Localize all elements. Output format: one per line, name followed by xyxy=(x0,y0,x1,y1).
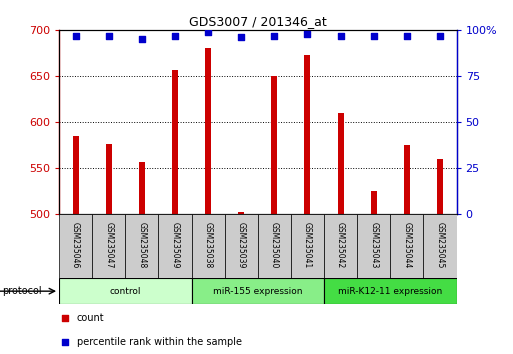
Point xyxy=(105,33,113,39)
Point xyxy=(71,33,80,39)
Point xyxy=(204,29,212,35)
Point xyxy=(436,33,444,39)
Bar xyxy=(423,214,457,278)
Bar xyxy=(271,76,278,214)
Bar xyxy=(291,214,324,278)
Text: GSM235047: GSM235047 xyxy=(104,222,113,268)
Text: GSM235041: GSM235041 xyxy=(303,222,312,268)
Text: GSM235039: GSM235039 xyxy=(236,222,246,268)
Text: GSM235043: GSM235043 xyxy=(369,222,378,268)
Bar xyxy=(72,136,78,214)
Bar xyxy=(324,214,357,278)
Bar xyxy=(357,214,390,278)
Text: miR-155 expression: miR-155 expression xyxy=(213,287,303,296)
Bar xyxy=(59,278,191,304)
Bar xyxy=(205,48,211,214)
Bar xyxy=(305,55,310,214)
Bar xyxy=(172,70,178,214)
Bar xyxy=(338,113,344,214)
Text: percentile rank within the sample: percentile rank within the sample xyxy=(77,337,242,347)
Bar xyxy=(258,214,291,278)
Bar xyxy=(191,278,324,304)
Point xyxy=(303,31,311,36)
Bar xyxy=(92,214,125,278)
Point xyxy=(137,36,146,42)
Point xyxy=(171,33,179,39)
Point xyxy=(370,33,378,39)
Text: protocol: protocol xyxy=(3,286,42,296)
Point xyxy=(237,35,245,40)
Bar xyxy=(125,214,159,278)
Bar xyxy=(191,214,225,278)
Point xyxy=(270,33,279,39)
Bar xyxy=(159,214,191,278)
Bar xyxy=(225,214,258,278)
Text: GSM235048: GSM235048 xyxy=(137,222,146,268)
Text: GSM235040: GSM235040 xyxy=(270,222,279,268)
Text: GSM235049: GSM235049 xyxy=(170,222,180,268)
Text: miR-K12-11 expression: miR-K12-11 expression xyxy=(338,287,442,296)
Bar xyxy=(324,278,457,304)
Bar xyxy=(139,162,145,214)
Bar xyxy=(390,214,423,278)
Point xyxy=(337,33,345,39)
Bar xyxy=(59,214,92,278)
Text: GSM235038: GSM235038 xyxy=(204,222,212,268)
Point xyxy=(403,33,411,39)
Text: GSM235046: GSM235046 xyxy=(71,222,80,268)
Text: GSM235044: GSM235044 xyxy=(402,222,411,268)
Text: control: control xyxy=(109,287,141,296)
Bar xyxy=(371,191,377,214)
Text: GSM235045: GSM235045 xyxy=(436,222,444,268)
Title: GDS3007 / 201346_at: GDS3007 / 201346_at xyxy=(189,15,327,28)
Text: GSM235042: GSM235042 xyxy=(336,222,345,268)
Text: count: count xyxy=(77,313,105,323)
Bar xyxy=(404,145,410,214)
Point xyxy=(61,339,69,344)
Point xyxy=(61,315,69,321)
Bar xyxy=(437,159,443,214)
Bar xyxy=(106,144,112,214)
Bar xyxy=(238,212,244,214)
